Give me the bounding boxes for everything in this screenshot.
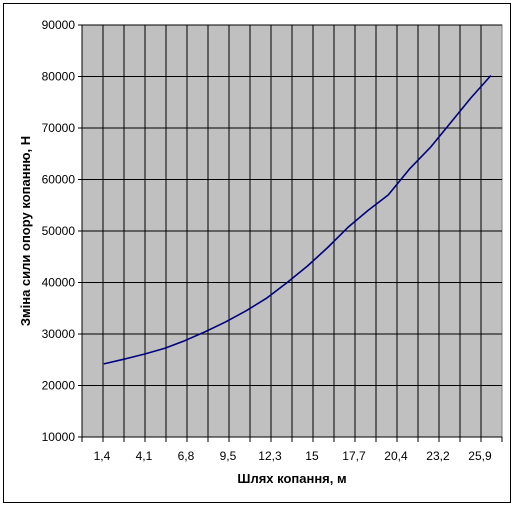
y-tick-labels: 10000 20000 30000 40000 50000 60000 70000 80000… <box>42 18 76 444</box>
x-tick-label: 12,3 <box>258 449 282 463</box>
x-tick-label: 9,5 <box>220 449 237 463</box>
x-tick-label: 20,4 <box>384 449 408 463</box>
y-axis-title: Зміна сили опору копанню, Н <box>18 136 33 326</box>
y-tick-label: 20000 <box>42 379 76 393</box>
x-axis-title: Шлях копання, м <box>237 471 346 486</box>
x-tick-label: 1,4 <box>94 449 111 463</box>
x-tick-label: 25,9 <box>468 449 492 463</box>
y-tick-label: 70000 <box>42 121 76 135</box>
x-tick-labels: 1,4 4,1 6,8 9,5 12,3 15 17,7 20,4 23,2 25,9 <box>94 449 492 463</box>
y-tick-label: 40000 <box>42 276 76 290</box>
series-line <box>103 74 492 365</box>
y-tick-label: 60000 <box>42 173 76 187</box>
x-tick-label: 4,1 <box>136 449 153 463</box>
y-tick-label: 80000 <box>42 70 76 84</box>
x-tick-label: 23,2 <box>426 449 450 463</box>
series-layer <box>103 74 492 365</box>
grid-lines <box>82 24 502 438</box>
y-tick-label: 10000 <box>42 430 76 444</box>
x-tick-label: 15 <box>305 449 319 463</box>
y-tick-label: 90000 <box>42 18 76 32</box>
tick-marks <box>78 24 503 442</box>
x-tick-label: 6,8 <box>178 449 195 463</box>
x-tick-label: 17,7 <box>342 449 366 463</box>
y-tick-label: 30000 <box>42 327 76 341</box>
y-tick-label: 50000 <box>42 224 76 238</box>
